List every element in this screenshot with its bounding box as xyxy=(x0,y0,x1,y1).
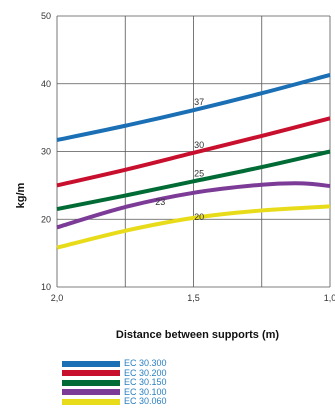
series-lines xyxy=(56,73,331,250)
legend-label: EC 30.100 xyxy=(124,386,167,397)
value-annotation: 23 xyxy=(155,197,165,207)
legend-item: EC 30.100 xyxy=(62,386,167,398)
value-annotation: 25 xyxy=(194,168,204,178)
chart: 37 30 25 23 20 10 20 30 40 50 2,0 1,5 1,0 kg/m Dist… xyxy=(15,11,335,341)
y-tick-label: 40 xyxy=(41,79,51,89)
legend: EC 30.300 EC 30.200 EC 30.150 EC 30.100 EC 3… xyxy=(62,359,167,407)
x-tick-label: 2,0 xyxy=(51,293,64,303)
series-line xyxy=(56,204,331,250)
value-annotation: 30 xyxy=(194,140,204,150)
x-tick-label: 1,0 xyxy=(324,293,335,303)
legend-swatch xyxy=(62,389,120,396)
legend-item: EC 30.300 xyxy=(62,359,167,369)
x-axis-label: Distance between supports (m) xyxy=(116,329,280,341)
legend-label: EC 30.150 xyxy=(124,377,167,388)
ticks: 10 20 30 40 50 2,0 1,5 1,0 xyxy=(41,11,335,303)
value-annotation: 20 xyxy=(194,212,204,222)
y-tick-label: 30 xyxy=(41,147,51,157)
x-tick-label: 1,5 xyxy=(187,293,200,303)
series-line xyxy=(56,181,331,230)
legend-swatch xyxy=(62,379,120,386)
y-axis-label: kg/m xyxy=(15,182,27,208)
legend-item: EC 30.150 xyxy=(62,378,167,388)
series-line xyxy=(56,73,331,142)
legend-swatch xyxy=(62,370,120,377)
legend-label: EC 30.300 xyxy=(124,358,167,369)
legend-label: EC 30.200 xyxy=(124,367,167,378)
legend-item: EC 30.200 xyxy=(62,367,167,379)
grid xyxy=(56,15,331,288)
annotations: 37 30 25 23 20 xyxy=(155,97,204,222)
legend-swatch xyxy=(62,398,120,405)
legend-swatch xyxy=(62,360,120,367)
y-tick-label: 10 xyxy=(41,282,51,292)
value-annotation: 37 xyxy=(194,97,204,107)
y-tick-label: 20 xyxy=(41,214,51,224)
legend-item: EC 30.060 xyxy=(62,397,167,407)
y-tick-label: 50 xyxy=(41,11,51,21)
series-line xyxy=(56,149,331,212)
legend-label: EC 30.060 xyxy=(124,396,167,407)
series-line xyxy=(56,116,331,188)
